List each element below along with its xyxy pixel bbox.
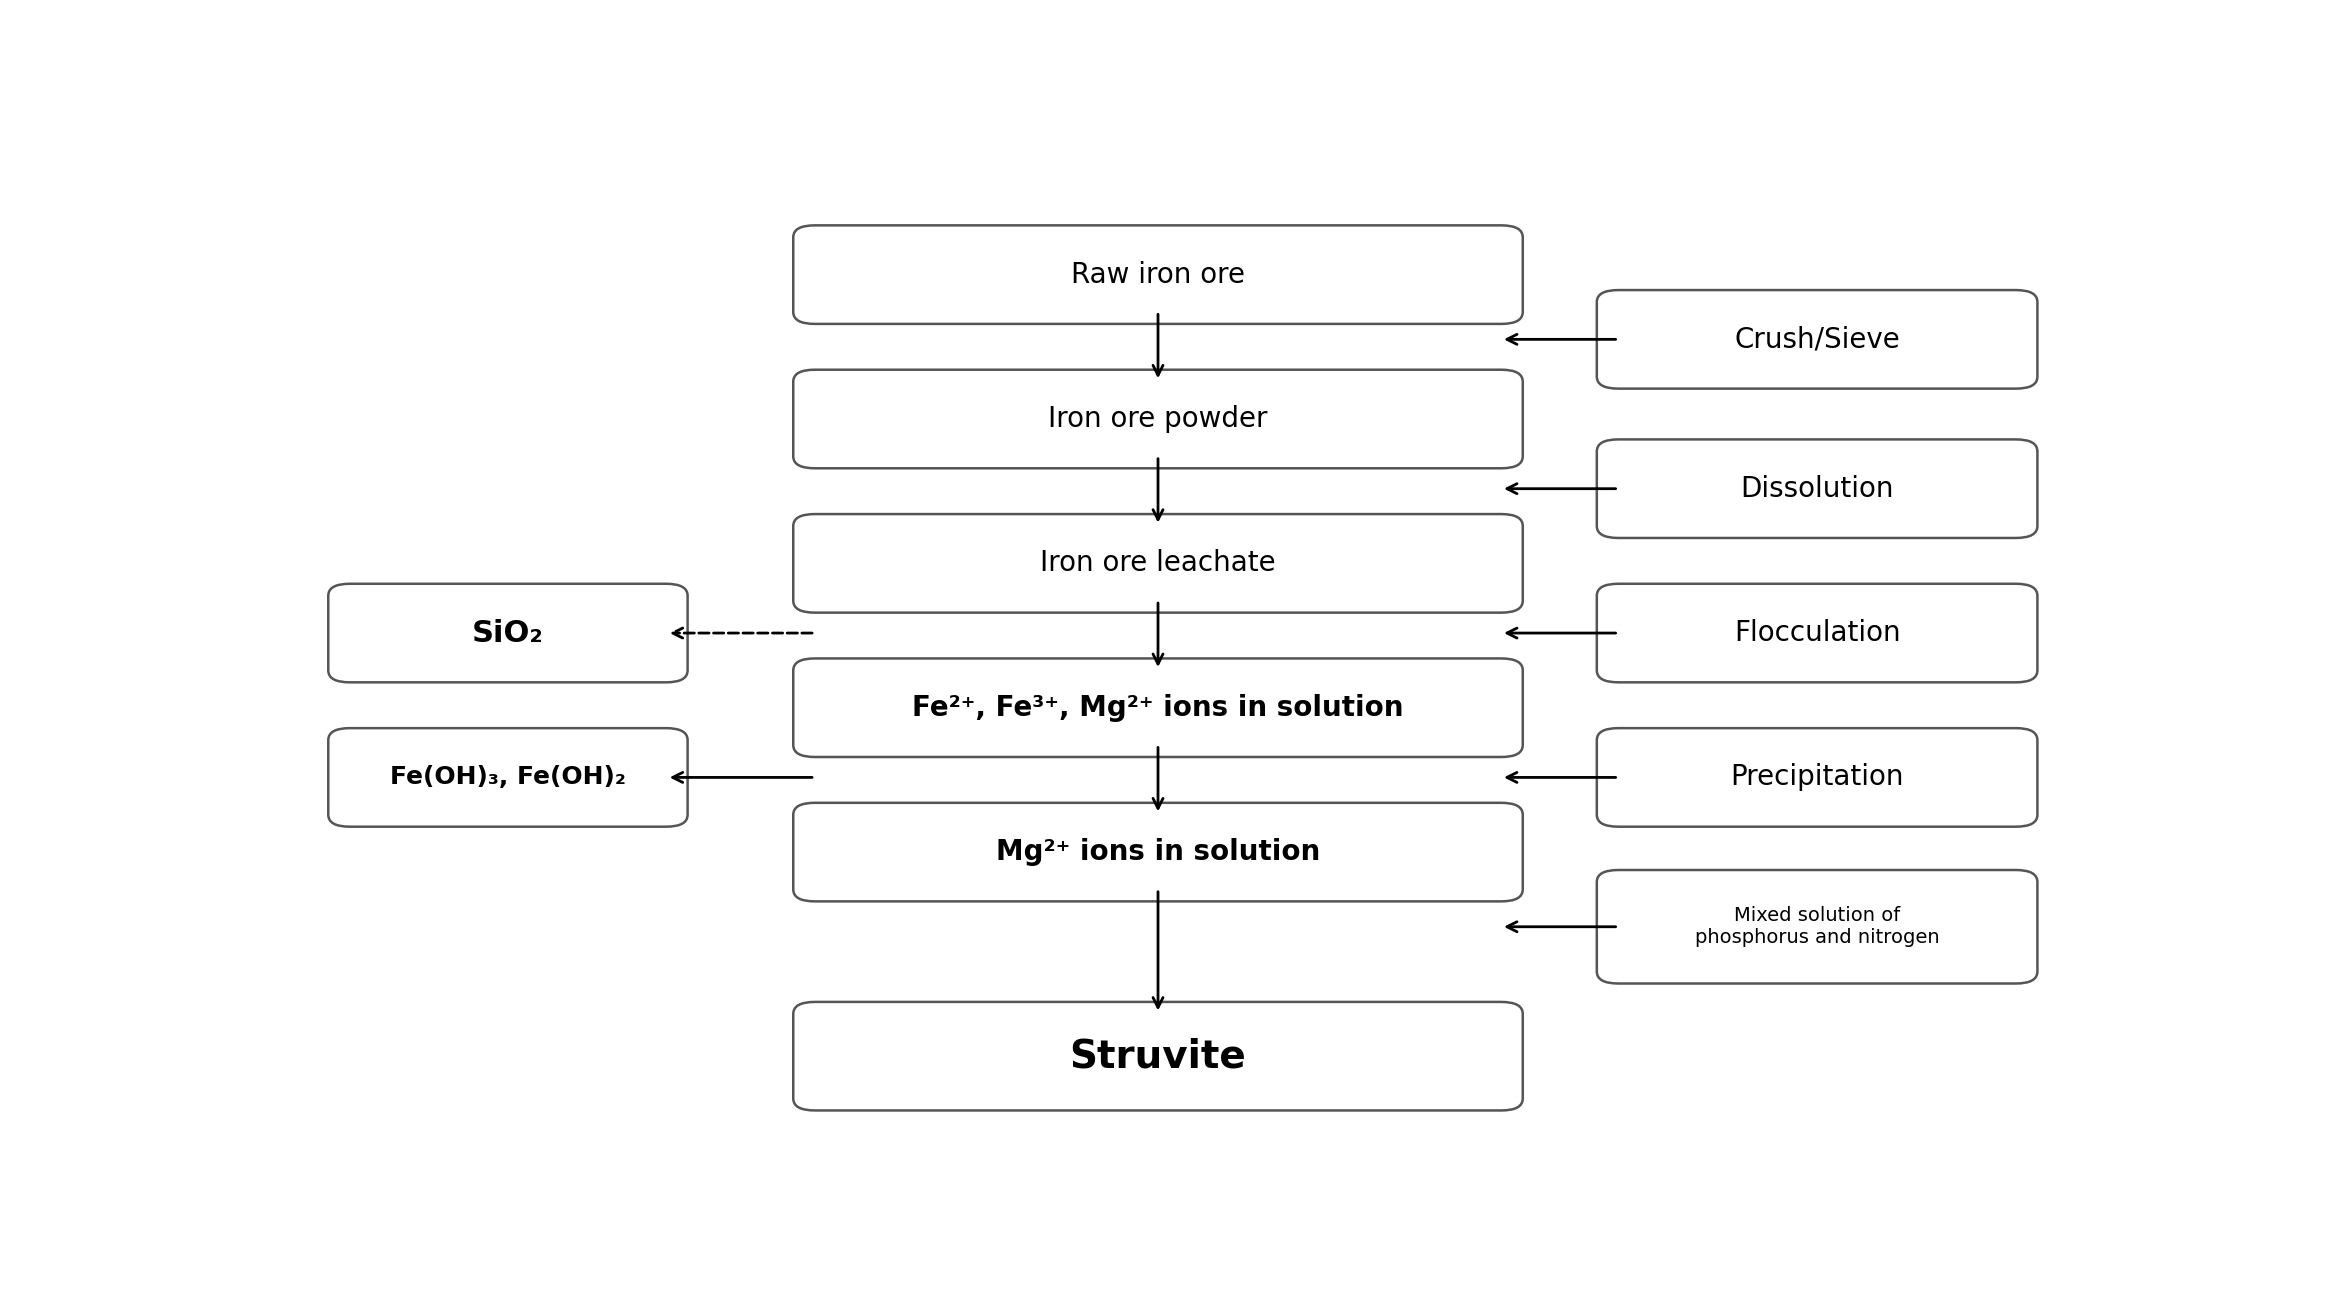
Text: Crush/Sieve: Crush/Sieve	[1734, 326, 1899, 353]
Text: Mixed solution of
phosphorus and nitrogen: Mixed solution of phosphorus and nitroge…	[1694, 906, 1939, 948]
FancyBboxPatch shape	[792, 658, 1524, 756]
FancyBboxPatch shape	[1596, 290, 2036, 389]
FancyBboxPatch shape	[1596, 870, 2036, 984]
Text: Fe(OH)₃, Fe(OH)₂: Fe(OH)₃, Fe(OH)₂	[389, 765, 627, 790]
Text: SiO₂: SiO₂	[473, 618, 543, 648]
FancyBboxPatch shape	[329, 728, 687, 826]
FancyBboxPatch shape	[1596, 583, 2036, 683]
FancyBboxPatch shape	[1596, 440, 2036, 538]
Text: Precipitation: Precipitation	[1731, 763, 1904, 791]
Text: Raw iron ore: Raw iron ore	[1072, 261, 1244, 288]
Text: Struvite: Struvite	[1069, 1037, 1247, 1076]
FancyBboxPatch shape	[792, 225, 1524, 325]
FancyBboxPatch shape	[1596, 728, 2036, 826]
FancyBboxPatch shape	[792, 370, 1524, 468]
FancyBboxPatch shape	[792, 803, 1524, 901]
Text: Fe²⁺, Fe³⁺, Mg²⁺ ions in solution: Fe²⁺, Fe³⁺, Mg²⁺ ions in solution	[913, 694, 1403, 721]
Text: Flocculation: Flocculation	[1734, 619, 1901, 646]
Text: Mg²⁺ ions in solution: Mg²⁺ ions in solution	[995, 838, 1321, 866]
Text: Iron ore leachate: Iron ore leachate	[1039, 550, 1277, 578]
Text: Iron ore powder: Iron ore powder	[1048, 405, 1268, 433]
FancyBboxPatch shape	[792, 515, 1524, 613]
FancyBboxPatch shape	[792, 1002, 1524, 1111]
FancyBboxPatch shape	[329, 583, 687, 683]
Text: Dissolution: Dissolution	[1741, 475, 1894, 503]
